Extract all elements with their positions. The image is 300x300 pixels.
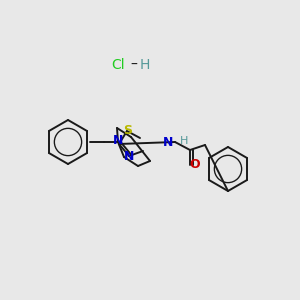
Text: –: –	[130, 58, 137, 72]
Text: O: O	[190, 158, 200, 172]
Text: N: N	[124, 149, 134, 163]
Text: S: S	[124, 124, 133, 136]
Text: N: N	[113, 134, 123, 148]
Text: H: H	[180, 136, 188, 146]
Text: H: H	[140, 58, 150, 72]
Text: N: N	[163, 136, 173, 148]
Text: Cl: Cl	[111, 58, 125, 72]
